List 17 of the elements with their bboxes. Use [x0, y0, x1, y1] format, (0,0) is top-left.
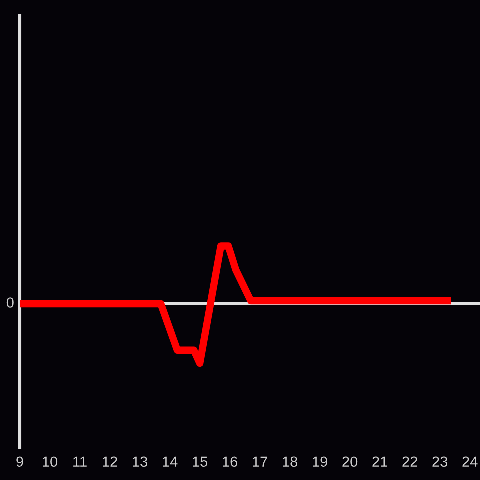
x-tick-label: 17 — [253, 456, 268, 467]
x-tick-label: 19 — [313, 456, 328, 468]
ref-line-label: 0 — [6, 298, 14, 308]
x-tick-label: 12 — [103, 456, 118, 467]
x-tick-label: 21 — [372, 456, 388, 467]
x-tick-label: 23 — [432, 456, 448, 468]
x-tick-label: 16 — [223, 456, 238, 468]
x-tick-label: 18 — [283, 456, 298, 468]
x-tick-label: 11 — [74, 456, 87, 467]
x-tick-label: 20 — [342, 456, 358, 468]
x-tick-label: 22 — [402, 456, 418, 467]
x-tick-label: 14 — [163, 456, 178, 467]
x-tick-label: 15 — [193, 456, 208, 468]
x-tick-label: 24 — [462, 456, 478, 467]
x-tick-label: 10 — [43, 456, 58, 468]
x-tick-label: 13 — [133, 456, 148, 468]
x-tick-label: 9 — [16, 456, 24, 468]
